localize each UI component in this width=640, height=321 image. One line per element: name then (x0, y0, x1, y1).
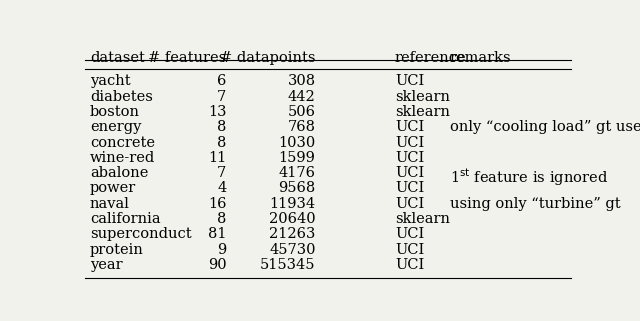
Text: superconduct: superconduct (90, 227, 191, 241)
Text: 308: 308 (287, 74, 316, 88)
Text: 20640: 20640 (269, 212, 316, 226)
Text: using only “turbine” gt: using only “turbine” gt (449, 197, 620, 211)
Text: 8: 8 (217, 135, 227, 150)
Text: UCI: UCI (395, 258, 424, 272)
Text: UCI: UCI (395, 74, 424, 88)
Text: 442: 442 (288, 90, 316, 104)
Text: 1$^{\mathrm{st}}$ feature is ignored: 1$^{\mathrm{st}}$ feature is ignored (449, 166, 607, 188)
Text: 11934: 11934 (269, 197, 316, 211)
Text: 768: 768 (287, 120, 316, 134)
Text: 16: 16 (208, 197, 227, 211)
Text: UCI: UCI (395, 120, 424, 134)
Text: 45730: 45730 (269, 243, 316, 257)
Text: 506: 506 (287, 105, 316, 119)
Text: abalone: abalone (90, 166, 148, 180)
Text: 4: 4 (217, 181, 227, 195)
Text: UCI: UCI (395, 151, 424, 165)
Text: year: year (90, 258, 122, 272)
Text: sklearn: sklearn (395, 105, 450, 119)
Text: california: california (90, 212, 161, 226)
Text: yacht: yacht (90, 74, 131, 88)
Text: 7: 7 (217, 90, 227, 104)
Text: power: power (90, 181, 136, 195)
Text: boston: boston (90, 105, 140, 119)
Text: 6: 6 (217, 74, 227, 88)
Text: sklearn: sklearn (395, 90, 450, 104)
Text: UCI: UCI (395, 135, 424, 150)
Text: 9568: 9568 (278, 181, 316, 195)
Text: energy: energy (90, 120, 141, 134)
Text: # features: # features (148, 51, 227, 65)
Text: 515345: 515345 (260, 258, 316, 272)
Text: 21263: 21263 (269, 227, 316, 241)
Text: UCI: UCI (395, 197, 424, 211)
Text: diabetes: diabetes (90, 90, 153, 104)
Text: 4176: 4176 (278, 166, 316, 180)
Text: 1030: 1030 (278, 135, 316, 150)
Text: 13: 13 (208, 105, 227, 119)
Text: reference: reference (395, 51, 467, 65)
Text: UCI: UCI (395, 166, 424, 180)
Text: 8: 8 (217, 120, 227, 134)
Text: only “cooling load” gt used: only “cooling load” gt used (449, 120, 640, 134)
Text: dataset: dataset (90, 51, 145, 65)
Text: UCI: UCI (395, 243, 424, 257)
Text: 7: 7 (217, 166, 227, 180)
Text: remarks: remarks (449, 51, 511, 65)
Text: 11: 11 (208, 151, 227, 165)
Text: 8: 8 (217, 212, 227, 226)
Text: UCI: UCI (395, 181, 424, 195)
Text: 9: 9 (217, 243, 227, 257)
Text: 90: 90 (208, 258, 227, 272)
Text: 81: 81 (208, 227, 227, 241)
Text: 1599: 1599 (279, 151, 316, 165)
Text: sklearn: sklearn (395, 212, 450, 226)
Text: # datapoints: # datapoints (220, 51, 316, 65)
Text: concrete: concrete (90, 135, 155, 150)
Text: wine-red: wine-red (90, 151, 155, 165)
Text: naval: naval (90, 197, 130, 211)
Text: UCI: UCI (395, 227, 424, 241)
Text: protein: protein (90, 243, 144, 257)
